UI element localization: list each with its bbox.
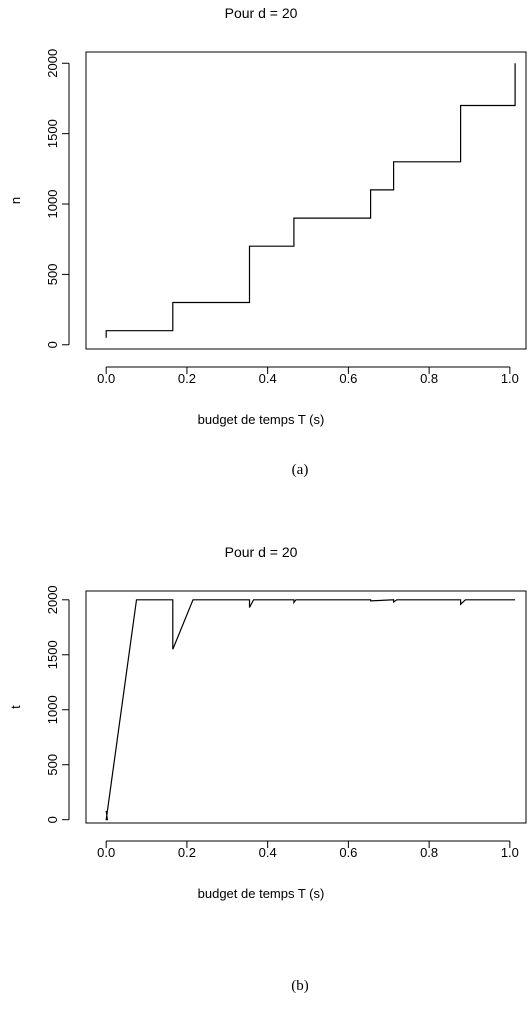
y-tick-label: 0 (45, 816, 60, 823)
y-tick-label: 1500 (45, 119, 60, 148)
y-tick-label: 500 (45, 754, 60, 776)
figure-caption: (b) (291, 978, 309, 994)
figure-caption: (a) (292, 462, 309, 478)
x-tick-label: 0.6 (339, 371, 357, 386)
x-tick-label: 0.2 (178, 371, 196, 386)
x-tick-label: 0.6 (339, 845, 357, 860)
y-tick-label: 500 (45, 264, 60, 286)
x-tick-label: 1.0 (501, 845, 519, 860)
x-tick-label: 0.0 (97, 371, 115, 386)
series-line-1 (105, 63, 516, 338)
y-tick-label: 1500 (45, 640, 60, 669)
y-tick-label: 1000 (45, 695, 60, 724)
chart-panel-b: Pour d = 20 0.0 0.2 0.4 0.6 0.8 1.0 0 500 1000 150… (8, 544, 527, 994)
y-axis-label: t (8, 705, 23, 709)
chart-title: Pour d = 20 (225, 5, 298, 21)
y-tick-label: 1000 (45, 190, 60, 219)
plot-frame (85, 51, 527, 350)
chart-panel-a: Pour d = 20 0.0 0.2 0.4 0.6 0.8 1.0 0 500 1000 150… (8, 5, 527, 478)
x-tick-label: 0.4 (259, 371, 277, 386)
x-tick-label: 0.2 (178, 845, 196, 860)
plot-frame (85, 590, 527, 824)
x-axis-label: budget de temps T (s) (198, 886, 325, 901)
y-axis-label: n (8, 197, 23, 204)
x-tick-label: 0.8 (420, 845, 438, 860)
x-axis-label: budget de temps T (s) (198, 412, 325, 427)
y-tick-label: 2000 (45, 585, 60, 614)
y-tick-label: 0 (45, 341, 60, 348)
x-tick-label: 1.0 (501, 371, 519, 386)
chart-title: Pour d = 20 (225, 544, 298, 560)
x-tick-label: 0.0 (97, 845, 115, 860)
x-tick-label: 0.8 (420, 371, 438, 386)
series-line-1 (105, 599, 516, 821)
y-tick-label: 2000 (45, 49, 60, 78)
x-tick-label: 0.4 (259, 845, 277, 860)
